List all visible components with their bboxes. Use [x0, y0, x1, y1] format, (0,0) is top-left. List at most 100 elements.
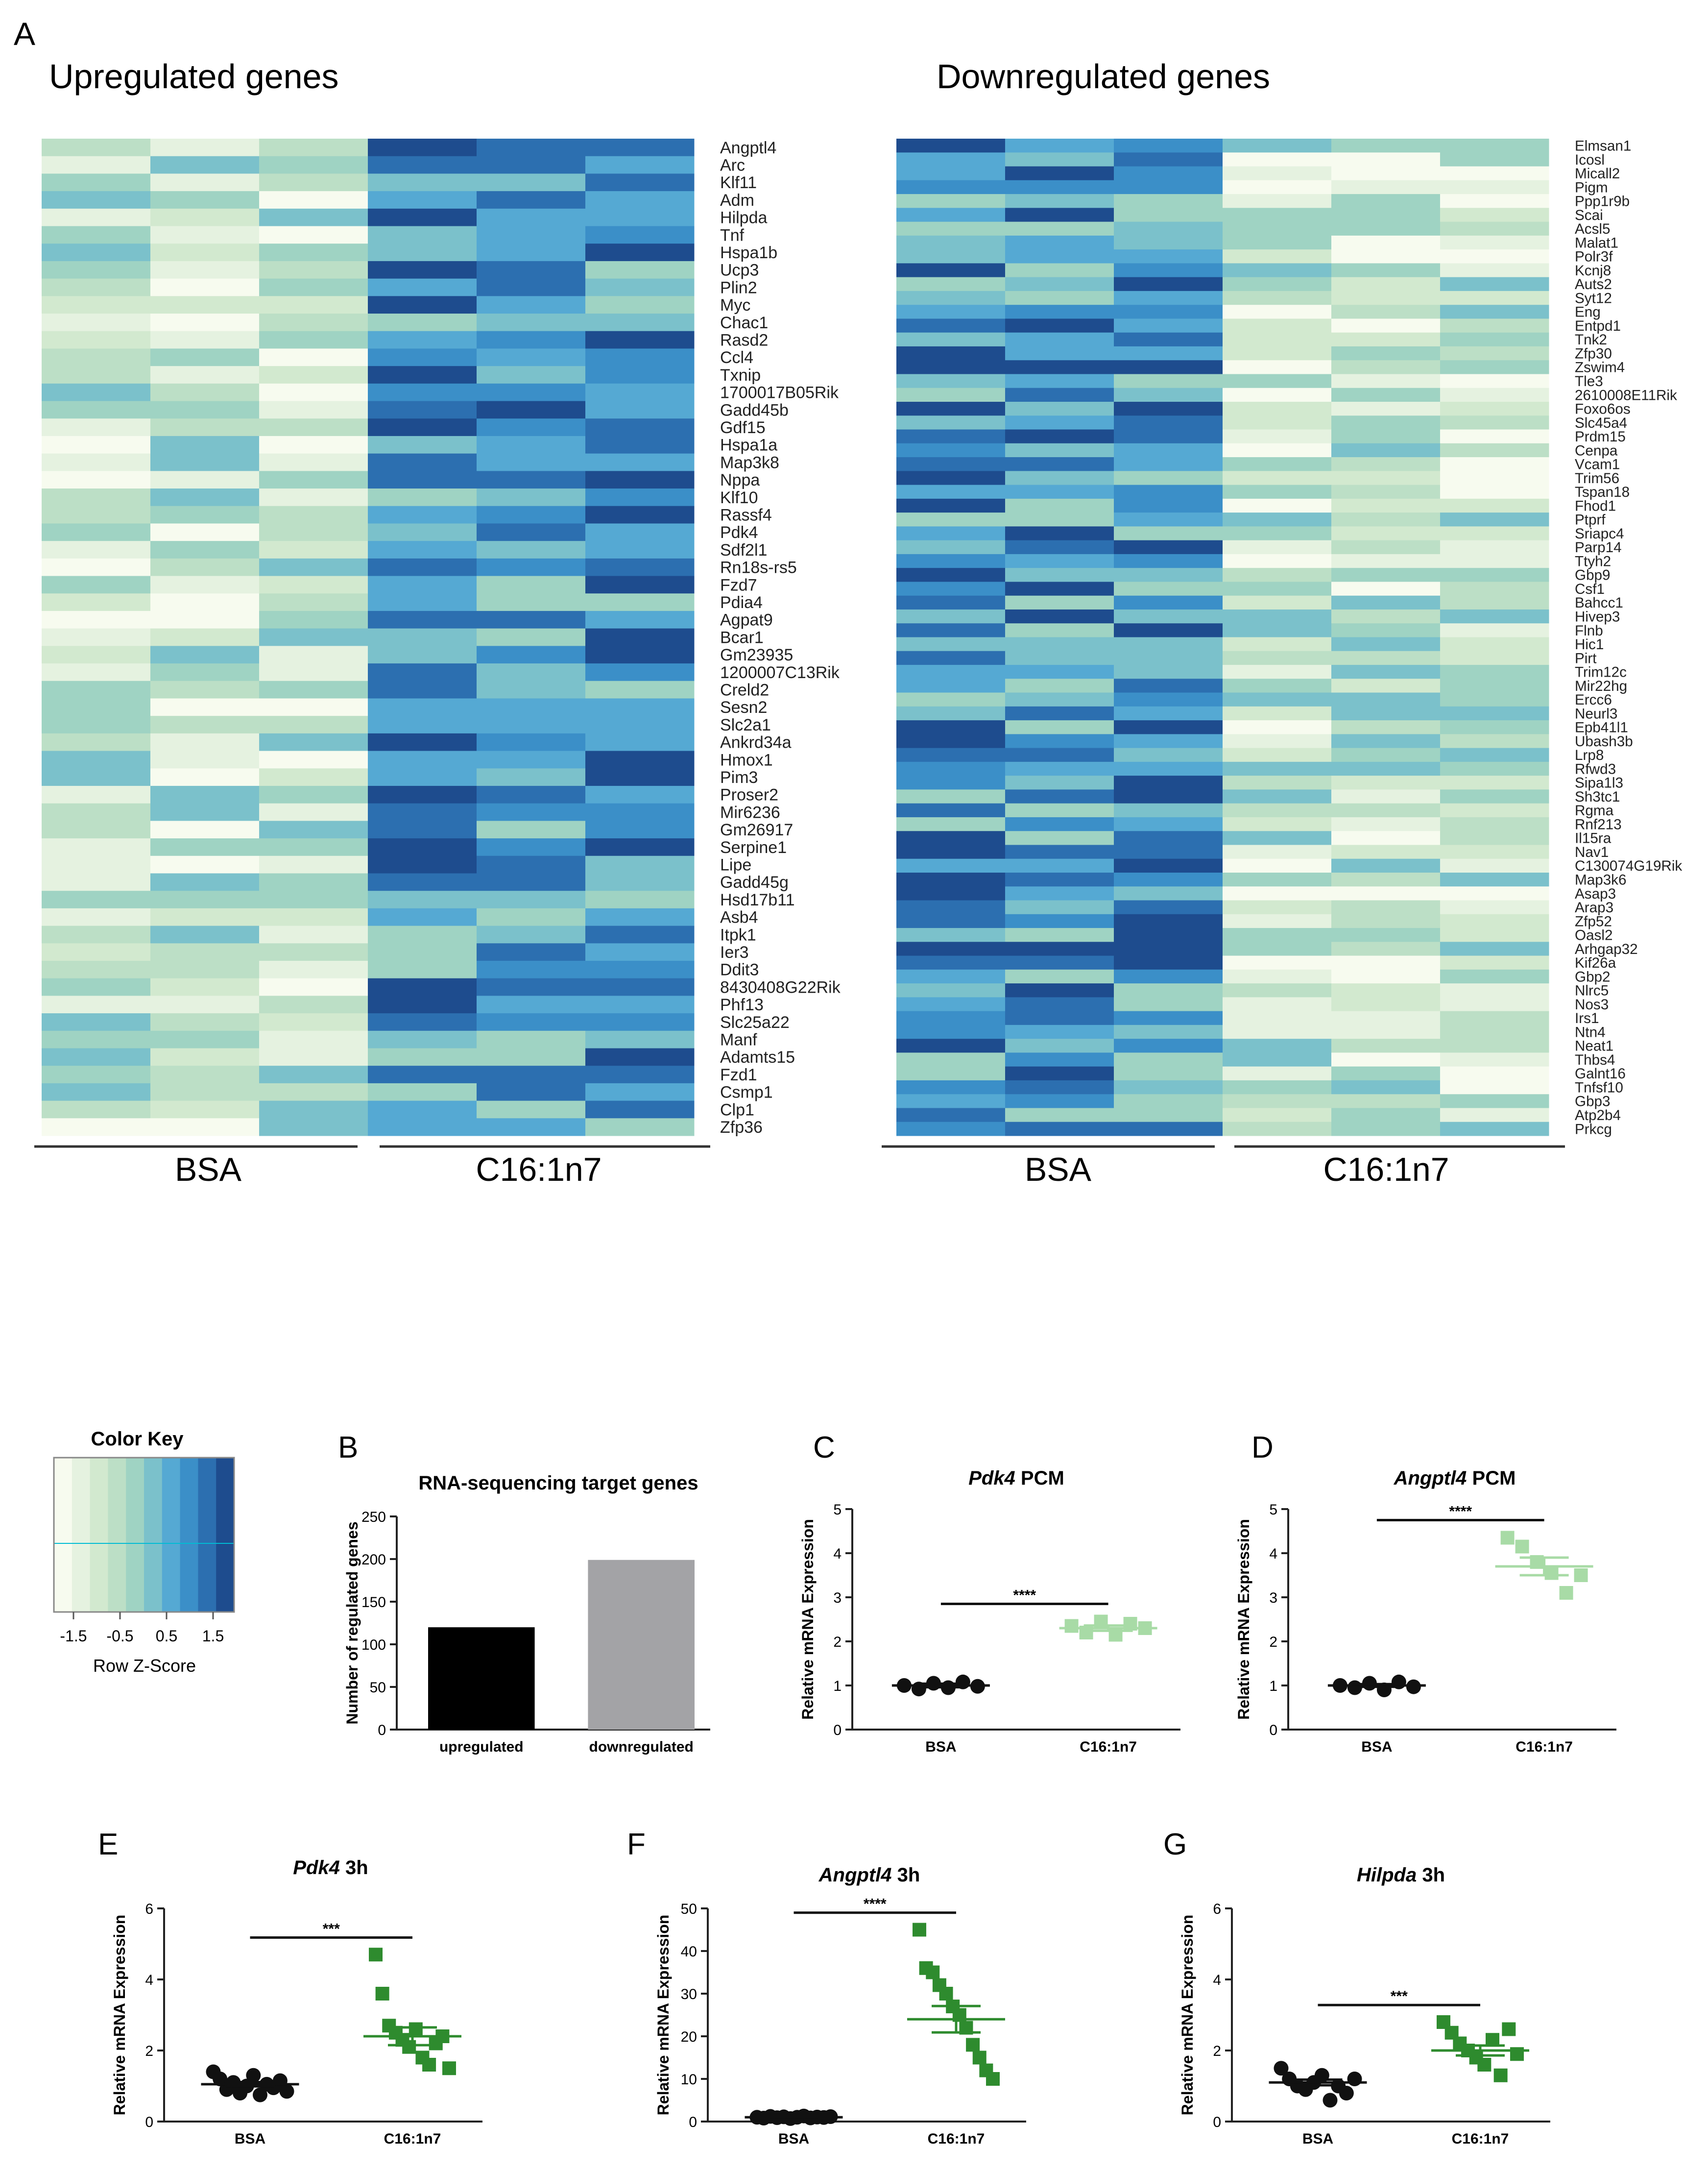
- heatmap-cell: [477, 1048, 586, 1066]
- heatmap-cell: [259, 1083, 368, 1101]
- heatmap-cell: [259, 436, 368, 454]
- heatmap-cell: [896, 651, 1006, 665]
- heatmap-cell: [1223, 443, 1332, 458]
- heatmap-cell: [477, 996, 586, 1014]
- heatmap-cell: [368, 244, 477, 262]
- heatmap-cell: [42, 768, 151, 786]
- gene-label: Scai: [1575, 207, 1603, 223]
- heatmap-cell: [1331, 166, 1441, 181]
- y-tick-label: 6: [145, 1901, 153, 1917]
- heatmap-cell: [1440, 554, 1549, 568]
- data-point: [213, 2072, 228, 2086]
- heatmap-cell: [368, 1030, 477, 1049]
- heatmap-cell: [259, 943, 368, 961]
- gene-label: Hspa1a: [720, 436, 777, 455]
- heatmap-cell: [1005, 360, 1114, 374]
- heatmap-cell: [1114, 1025, 1223, 1039]
- gene-label: Neurl3: [1575, 706, 1617, 722]
- gene-label: Trim12c: [1575, 664, 1627, 681]
- heatmap-cell: [477, 593, 586, 611]
- heatmap-cell: [896, 969, 1006, 984]
- heatmap-cell: [1114, 858, 1223, 873]
- heatmap-cell: [1331, 277, 1441, 292]
- y-tick-label: 2: [145, 2043, 153, 2059]
- heatmap-cell: [42, 943, 151, 961]
- heatmap-cell: [42, 681, 151, 699]
- x-tick-label: downregulated: [589, 1739, 694, 1755]
- data-point: [369, 1948, 383, 1962]
- data-point: [409, 2022, 423, 2036]
- heatmap-cell: [150, 314, 260, 332]
- heatmap-cell: [1440, 388, 1549, 402]
- heatmap-cell: [1223, 720, 1332, 734]
- heatmap-cell: [1223, 997, 1332, 1012]
- heatmap-cell: [585, 785, 695, 804]
- y-tick-label: 2: [1269, 1634, 1277, 1650]
- heatmap-cell: [896, 748, 1006, 762]
- upregulated-group-brackets: BSA C16:1n7: [34, 1145, 710, 1188]
- heatmap-cell: [1223, 388, 1332, 402]
- gene-label: Plin2: [720, 278, 757, 297]
- heatmap-cell: [1005, 1108, 1114, 1123]
- heatmap-cell: [896, 1080, 1006, 1095]
- gene-label: Atp2b4: [1575, 1107, 1621, 1123]
- heatmap-cell: [1223, 1052, 1332, 1067]
- heatmap-cell: [259, 996, 368, 1014]
- gene-label: Rgma: [1575, 803, 1614, 819]
- heatmap-cell: [896, 858, 1006, 873]
- heatmap-cell: [42, 716, 151, 734]
- heatmap-cell: [585, 628, 695, 646]
- heatmap-cell: [1005, 221, 1114, 236]
- heatmap-cell: [585, 663, 695, 682]
- heatmap-cell: [1440, 1122, 1549, 1136]
- heatmap-cell: [1440, 443, 1549, 458]
- heatmap-cell: [42, 646, 151, 664]
- heatmap-cell: [259, 855, 368, 874]
- gene-label: Flnb: [1575, 623, 1603, 639]
- heatmap-cell: [42, 348, 151, 366]
- color-key-swatch: [216, 1458, 235, 1612]
- y-tick-label: 50: [370, 1680, 386, 1696]
- x-tick-label: C16:1n7: [928, 2131, 985, 2147]
- heatmap-cell: [1440, 346, 1549, 361]
- heatmap-cell: [1331, 983, 1441, 998]
- panel-title: Angptl4 PCM: [1394, 1467, 1516, 1489]
- heatmap-cell: [1223, 332, 1332, 347]
- heatmap-cell: [259, 610, 368, 629]
- heatmap-cell: [1440, 402, 1549, 416]
- heatmap-cell: [150, 471, 260, 489]
- gene-label: Csmp1: [720, 1083, 773, 1102]
- heatmap-cell: [150, 751, 260, 769]
- panel-letter: F: [627, 1828, 646, 1861]
- heatmap-cell: [1223, 776, 1332, 790]
- panel-letter: B: [338, 1431, 358, 1464]
- gene-label: Asap3: [1575, 886, 1616, 902]
- heatmap-cell: [1331, 997, 1441, 1012]
- heatmap-cell: [1005, 1122, 1114, 1136]
- heatmap-cell: [1114, 235, 1223, 250]
- heatmap-cell: [1331, 291, 1441, 305]
- heatmap-cell: [1440, 139, 1549, 153]
- gene-label: Hilpda: [720, 209, 767, 227]
- heatmap-cell: [1331, 194, 1441, 208]
- gene-label: Gbp9: [1575, 567, 1611, 584]
- heatmap-cell: [150, 576, 260, 594]
- gene-label: 1200007C13Rik: [720, 663, 840, 682]
- heatmap-cell: [1005, 997, 1114, 1012]
- gene-label: Gadd45b: [720, 401, 789, 419]
- heatmap-cell: [259, 331, 368, 349]
- heatmap-cell: [1440, 914, 1549, 928]
- gene-label: 2610008E11Rik: [1575, 387, 1677, 403]
- heatmap-cell: [896, 152, 1006, 167]
- heatmap-cell: [150, 628, 260, 646]
- panel-f: F Angptl4 3h 0 10 20 30 40 50 Relative mRNA Expr…: [627, 1828, 1026, 2147]
- heatmap-cell: [896, 595, 1006, 610]
- heatmap-cell: [585, 873, 695, 891]
- heatmap-cell: [42, 838, 151, 856]
- heatmap-cell: [896, 429, 1006, 444]
- heatmap-cell: [1331, 471, 1441, 486]
- heatmap-cell: [1114, 734, 1223, 749]
- heatmap-cell: [585, 698, 695, 716]
- heatmap-cell: [42, 558, 151, 577]
- gene-label: Nppa: [720, 471, 760, 489]
